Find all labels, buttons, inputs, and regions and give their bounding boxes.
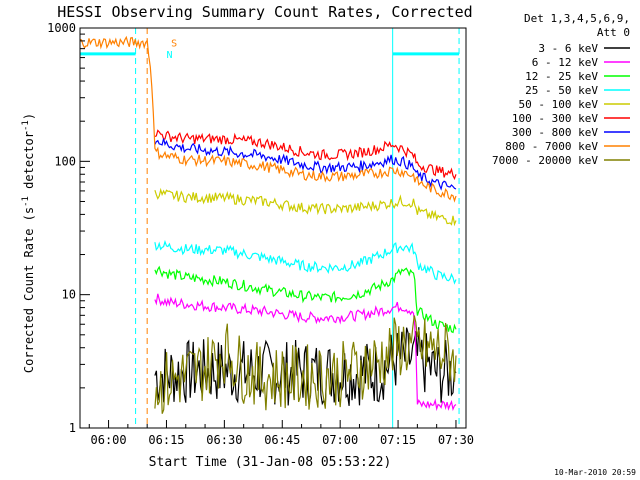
legend-header-detectors: Det 1,3,4,5,6,9, <box>524 12 630 25</box>
x-tick-label: 06:00 <box>91 433 127 447</box>
series-line-3 <box>154 265 457 334</box>
y-axis-label: Corrected Count Rate (s-1 detector-1) <box>21 113 36 373</box>
x-tick-label: 07:15 <box>380 433 416 447</box>
series-line-8 <box>79 35 457 203</box>
series-line-4 <box>154 239 457 285</box>
footer-date: 10-Mar-2010 20:59 <box>554 468 636 477</box>
y-axis: 1 10 100 1000 <box>47 21 90 435</box>
legend-label-9: 7000 - 20000 keV <box>492 154 598 167</box>
series-line-5 <box>154 187 457 227</box>
legend-label-5: 50 - 100 keV <box>519 98 599 111</box>
series-line-2 <box>154 293 457 412</box>
series-line-6 <box>154 129 457 181</box>
y-tick-label: 1000 <box>47 21 76 35</box>
legend-label-6: 100 - 300 keV <box>512 112 598 125</box>
x-tick-label: 06:30 <box>206 433 242 447</box>
y-tick-label: 1 <box>69 421 76 435</box>
x-tick-label: 06:45 <box>264 433 300 447</box>
chart-title: HESSI Observing Summary Count Rates, Cor… <box>57 3 472 21</box>
y-tick-label: 10 <box>62 288 76 302</box>
legend-label-8: 800 - 7000 keV <box>505 140 598 153</box>
x-tick-label: 07:30 <box>438 433 474 447</box>
legend-label-1: 3 - 6 keV <box>538 42 598 55</box>
legend-label-4: 25 - 50 keV <box>525 84 598 97</box>
legend-header-attenuator: Att 0 <box>597 26 630 39</box>
series-line-9 <box>154 315 457 414</box>
series-line-7 <box>154 138 457 191</box>
flag-label-s: S <box>171 38 177 49</box>
series-layer <box>79 35 457 414</box>
x-axis: 06:00 06:15 06:30 06:45 07:00 07:15 07:30 <box>88 420 474 447</box>
x-axis-label: Start Time (31-Jan-08 05:53:22) <box>149 455 392 470</box>
x-tick-label: 06:15 <box>148 433 184 447</box>
legend-label-2: 6 - 12 keV <box>532 56 599 69</box>
flag-label-n: N <box>166 50 172 61</box>
plot-frame <box>79 27 467 429</box>
legend-label-3: 12 - 25 keV <box>525 70 598 83</box>
x-tick-label: 07:00 <box>322 433 358 447</box>
y-tick-label: 100 <box>54 154 76 168</box>
legend-label-7: 300 - 800 keV <box>512 126 598 139</box>
